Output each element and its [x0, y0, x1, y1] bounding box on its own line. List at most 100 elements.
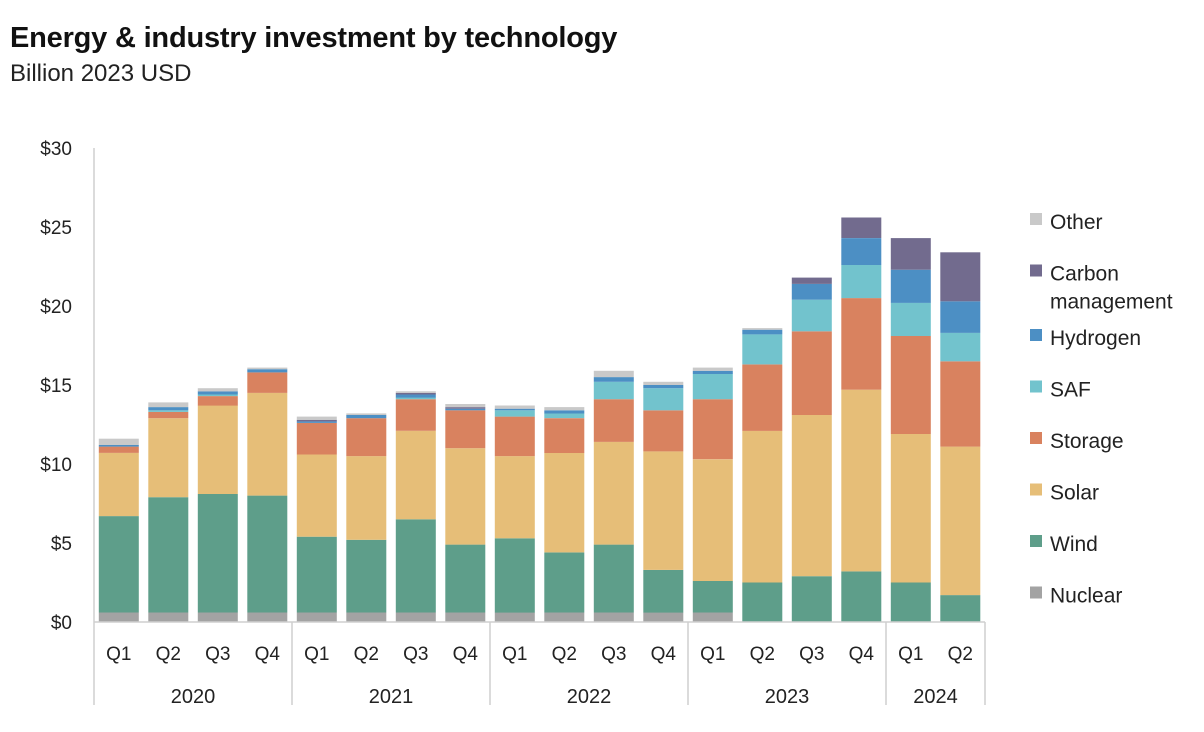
bar-segment-storage — [296, 422, 337, 455]
bar-segment-hydrogen — [643, 385, 684, 389]
bar-segment-hydrogen — [247, 369, 288, 373]
x-category-label: Q3 — [601, 644, 626, 665]
x-category-label: Q1 — [106, 644, 131, 665]
bar-segment-nuclear — [148, 612, 189, 622]
x-category-label: Q1 — [304, 644, 329, 665]
x-category-label: Q4 — [651, 644, 677, 665]
x-category-label: Q1 — [502, 644, 527, 665]
bar-segment-wind — [643, 569, 684, 613]
bar-segment-wind — [692, 580, 733, 613]
bar-segment-storage — [494, 416, 535, 457]
bar-segment-storage — [445, 410, 486, 449]
bar-segment-solar — [296, 454, 337, 537]
bar-segment-hydrogen — [692, 370, 733, 374]
bar-segment-saf — [197, 394, 238, 397]
bar-segment-carbon-management — [445, 407, 486, 409]
bar-segment-hydrogen — [791, 283, 832, 300]
bar-segment-wind — [98, 516, 139, 613]
legend-swatch — [1030, 535, 1042, 547]
bar-segment-wind — [296, 536, 337, 613]
x-category-label: Q2 — [750, 644, 775, 665]
bar-segment-hydrogen — [940, 301, 981, 333]
y-tick-label: $15 — [40, 376, 72, 397]
x-category-label: Q2 — [552, 644, 577, 665]
legend-swatch — [1030, 213, 1042, 225]
x-group-label: 2023 — [765, 686, 810, 708]
bar-segment-storage — [148, 411, 189, 419]
chart-title: Energy & industry investment by technolo… — [10, 22, 618, 54]
bar-segment-solar — [445, 448, 486, 545]
y-tick-label: $0 — [51, 613, 72, 634]
bar-segment-carbon-management — [841, 217, 882, 238]
bar-segment-wind — [197, 494, 238, 613]
bar-segment-saf — [494, 410, 535, 417]
legend-label: Storage — [1050, 430, 1124, 453]
x-category-label: Q4 — [255, 644, 281, 665]
bar-segment-wind — [742, 582, 783, 622]
bar-segment-other — [494, 405, 535, 409]
legend-label: SAF — [1050, 379, 1091, 402]
bar-segment-nuclear — [296, 612, 337, 622]
bar-segment-wind — [593, 544, 634, 613]
legend-label: Solar — [1050, 482, 1099, 505]
bar-segment-nuclear — [346, 612, 387, 622]
bar-segment-storage — [890, 336, 931, 434]
bar-segment-saf — [841, 264, 882, 299]
bar-segment-other — [445, 404, 486, 408]
bar-segment-hydrogen — [197, 391, 238, 395]
bar-segment-nuclear — [593, 612, 634, 622]
bar-segment-storage — [841, 298, 882, 390]
x-group-label: 2021 — [369, 686, 414, 708]
bar-segment-storage — [98, 446, 139, 453]
legend-label: Hydrogen — [1050, 327, 1141, 350]
bar-segment-nuclear — [98, 612, 139, 622]
bar-segment-other — [544, 407, 585, 411]
legend-swatch — [1030, 483, 1042, 496]
x-category-label: Q2 — [948, 644, 973, 665]
bar-segment-other — [247, 367, 288, 370]
x-category-label: Q4 — [849, 644, 875, 665]
bar-segment-other — [296, 416, 337, 420]
bar-segment-solar — [346, 456, 387, 540]
bar-segment-solar — [148, 418, 189, 498]
bar-segment-wind — [148, 497, 189, 613]
bar-segment-nuclear — [643, 612, 684, 622]
bar-segment-saf — [940, 332, 981, 362]
bar-segment-hydrogen — [890, 269, 931, 303]
bar-segment-solar — [692, 459, 733, 581]
bar-segment-wind — [890, 582, 931, 622]
bar-segment-storage — [940, 361, 981, 447]
x-group-label: 2020 — [171, 686, 216, 708]
x-category-label: Q1 — [700, 644, 725, 665]
bar-segment-hydrogen — [841, 238, 882, 265]
legend-label-cont: management — [1050, 291, 1173, 314]
bar-segment-hydrogen — [296, 421, 337, 423]
bar-segment-saf — [890, 302, 931, 336]
bar-segment-other — [395, 391, 436, 393]
bar-segment-solar — [593, 441, 634, 545]
x-category-label: Q3 — [799, 644, 824, 665]
legend-swatch — [1030, 432, 1042, 444]
bar-segment-carbon-management — [395, 392, 436, 395]
bar-segment-solar — [890, 434, 931, 583]
bar-segment-hydrogen — [148, 407, 189, 411]
legend-label: Nuclear — [1050, 585, 1122, 608]
bar-segment-nuclear — [197, 612, 238, 622]
bar-segment-wind — [247, 495, 288, 613]
bar-segment-saf — [643, 388, 684, 411]
legend-swatch — [1030, 329, 1042, 341]
bar-segment-storage — [593, 399, 634, 442]
bar-segment-other — [593, 370, 634, 378]
bar-segment-saf — [148, 410, 189, 412]
bar-segment-nuclear — [692, 612, 733, 622]
x-group-label: 2024 — [913, 686, 958, 708]
bar-segment-solar — [98, 452, 139, 517]
bar-segment-storage — [643, 410, 684, 452]
legend-swatch — [1030, 586, 1042, 599]
bar-segment-storage — [692, 399, 733, 460]
bar-segment-solar — [197, 405, 238, 494]
bar-segment-solar — [494, 456, 535, 539]
bar-segment-storage — [544, 418, 585, 453]
bar-segment-hydrogen — [445, 408, 486, 411]
